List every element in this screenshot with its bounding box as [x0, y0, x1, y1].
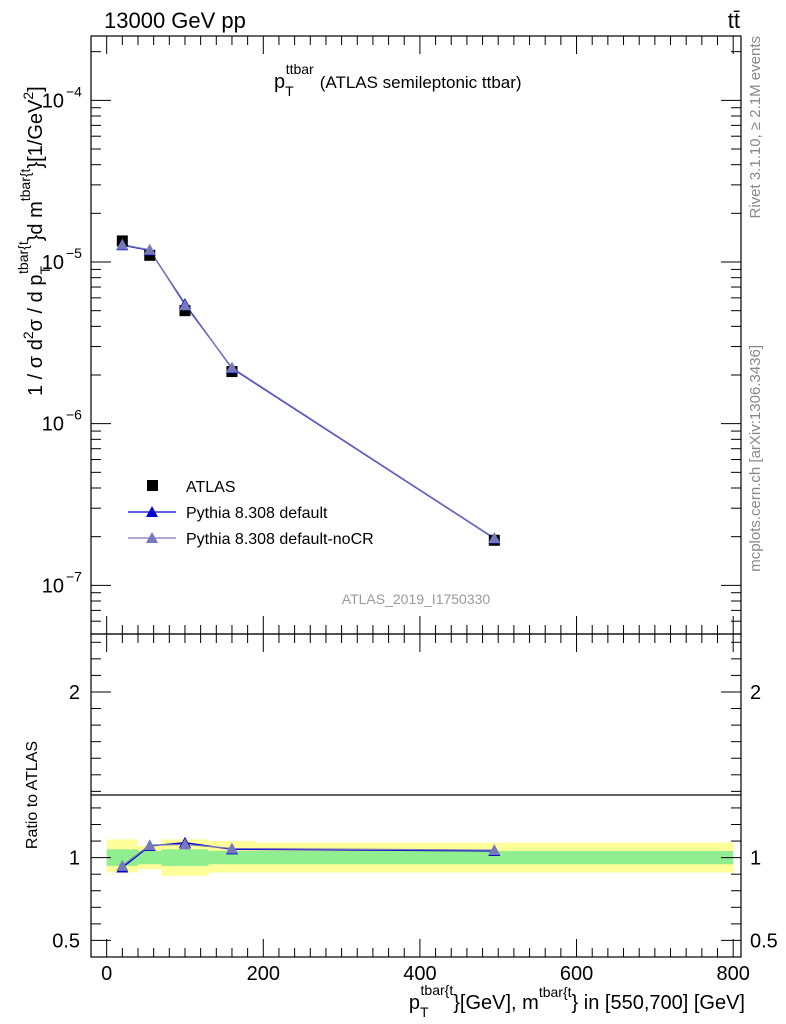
- main-y-tick-label: 10: [42, 252, 64, 274]
- main-point-series-2: [143, 243, 156, 255]
- main-point-series-2: [488, 532, 501, 544]
- ratio-band-inner: [208, 850, 256, 865]
- main-point-atlas: [179, 305, 191, 317]
- ratio-x-tick-label: 800: [716, 963, 749, 985]
- ratio-y-tick-label: 1: [69, 848, 80, 870]
- legend-label-nocr: Pythia 8.308 default-noCR: [186, 531, 374, 548]
- header-left: 13000 GeV pp: [104, 8, 246, 33]
- main-point-series-2: [225, 361, 238, 373]
- legend-label-atlas: ATLAS: [186, 479, 236, 496]
- ratio-x-tick-label: 600: [560, 963, 593, 985]
- ratio-y-tick-label-right: 0.5: [750, 930, 778, 952]
- ratio-x-tick-label: 400: [403, 963, 436, 985]
- ratio-band-inner: [255, 850, 734, 865]
- legend-marker-nocr: [146, 532, 158, 543]
- ratio-marks: [116, 836, 501, 873]
- legend: ATLAS Pythia 8.308 default Pythia 8.308 …: [128, 479, 374, 548]
- ratio-band-inner: [137, 850, 162, 865]
- ratio-x-tick-label: 0: [101, 963, 112, 985]
- rivet-label: Rivet 3.1.10, ≥ 2.1M events: [747, 36, 764, 219]
- main-y-tick-exponent: −6: [66, 407, 82, 423]
- legend-marker-atlas: [147, 480, 158, 491]
- analysis-id: ATLAS_2019_I1750330: [342, 591, 491, 607]
- ratio-point-series-1: [488, 844, 501, 856]
- ratio-point-series-1: [116, 859, 129, 871]
- legend-marker-default: [146, 506, 158, 517]
- main-y-tick-label: 10: [42, 575, 64, 597]
- main-ticks: 10−410−510−610−7: [42, 36, 741, 635]
- ratio-ylabel: Ratio to ATLAS: [24, 741, 41, 849]
- main-y-tick-exponent: −4: [66, 83, 82, 99]
- main-y-tick-exponent: −5: [66, 245, 82, 261]
- main-point-series-2: [116, 238, 129, 250]
- ratio-y-tick-label: 2: [69, 682, 80, 704]
- main-y-tick-label: 10: [42, 90, 64, 112]
- main-y-tick-exponent: −7: [66, 568, 82, 584]
- ratio-bands: [106, 839, 734, 876]
- mcplots-label: mcplots.cern.ch [arXiv:1306.3436]: [747, 345, 764, 572]
- ratio-frame: [90, 633, 742, 958]
- ratio-y-tick-label-right: 1: [750, 848, 761, 870]
- ratio-point-series-1: [225, 842, 238, 854]
- main-ylabel: 1 / σ d2σ / d pTtbar{t}d mtbar{t}[1/GeV2…: [15, 86, 53, 396]
- main-point-series-2: [178, 299, 191, 311]
- ratio-band-inner: [161, 849, 209, 866]
- ratio-y-tick-label: 0.5: [52, 930, 80, 952]
- ratio-y-tick-label-right: 2: [750, 682, 761, 704]
- header-right: tt̄: [728, 8, 740, 33]
- main-line-series-2: [122, 244, 495, 539]
- main-title: pTttbar(ATLAS semileptonic ttbar): [274, 61, 522, 99]
- ratio-point-series-1: [178, 838, 191, 850]
- ratio-xlabel: pTtbar{t}[GeV], mtbar{t} in [550,700] [G…: [409, 982, 745, 1020]
- legend-label-default: Pythia 8.308 default: [186, 505, 328, 522]
- main-panel: 10−410−510−610−7 pTttbar(ATLAS semilepto…: [15, 35, 742, 635]
- main-y-tick-label: 10: [42, 414, 64, 436]
- ratio-x-tick-label: 200: [247, 963, 280, 985]
- ratio-point-series-1: [143, 839, 156, 851]
- main-line-series-1: [122, 244, 495, 539]
- main-marks: [116, 235, 501, 546]
